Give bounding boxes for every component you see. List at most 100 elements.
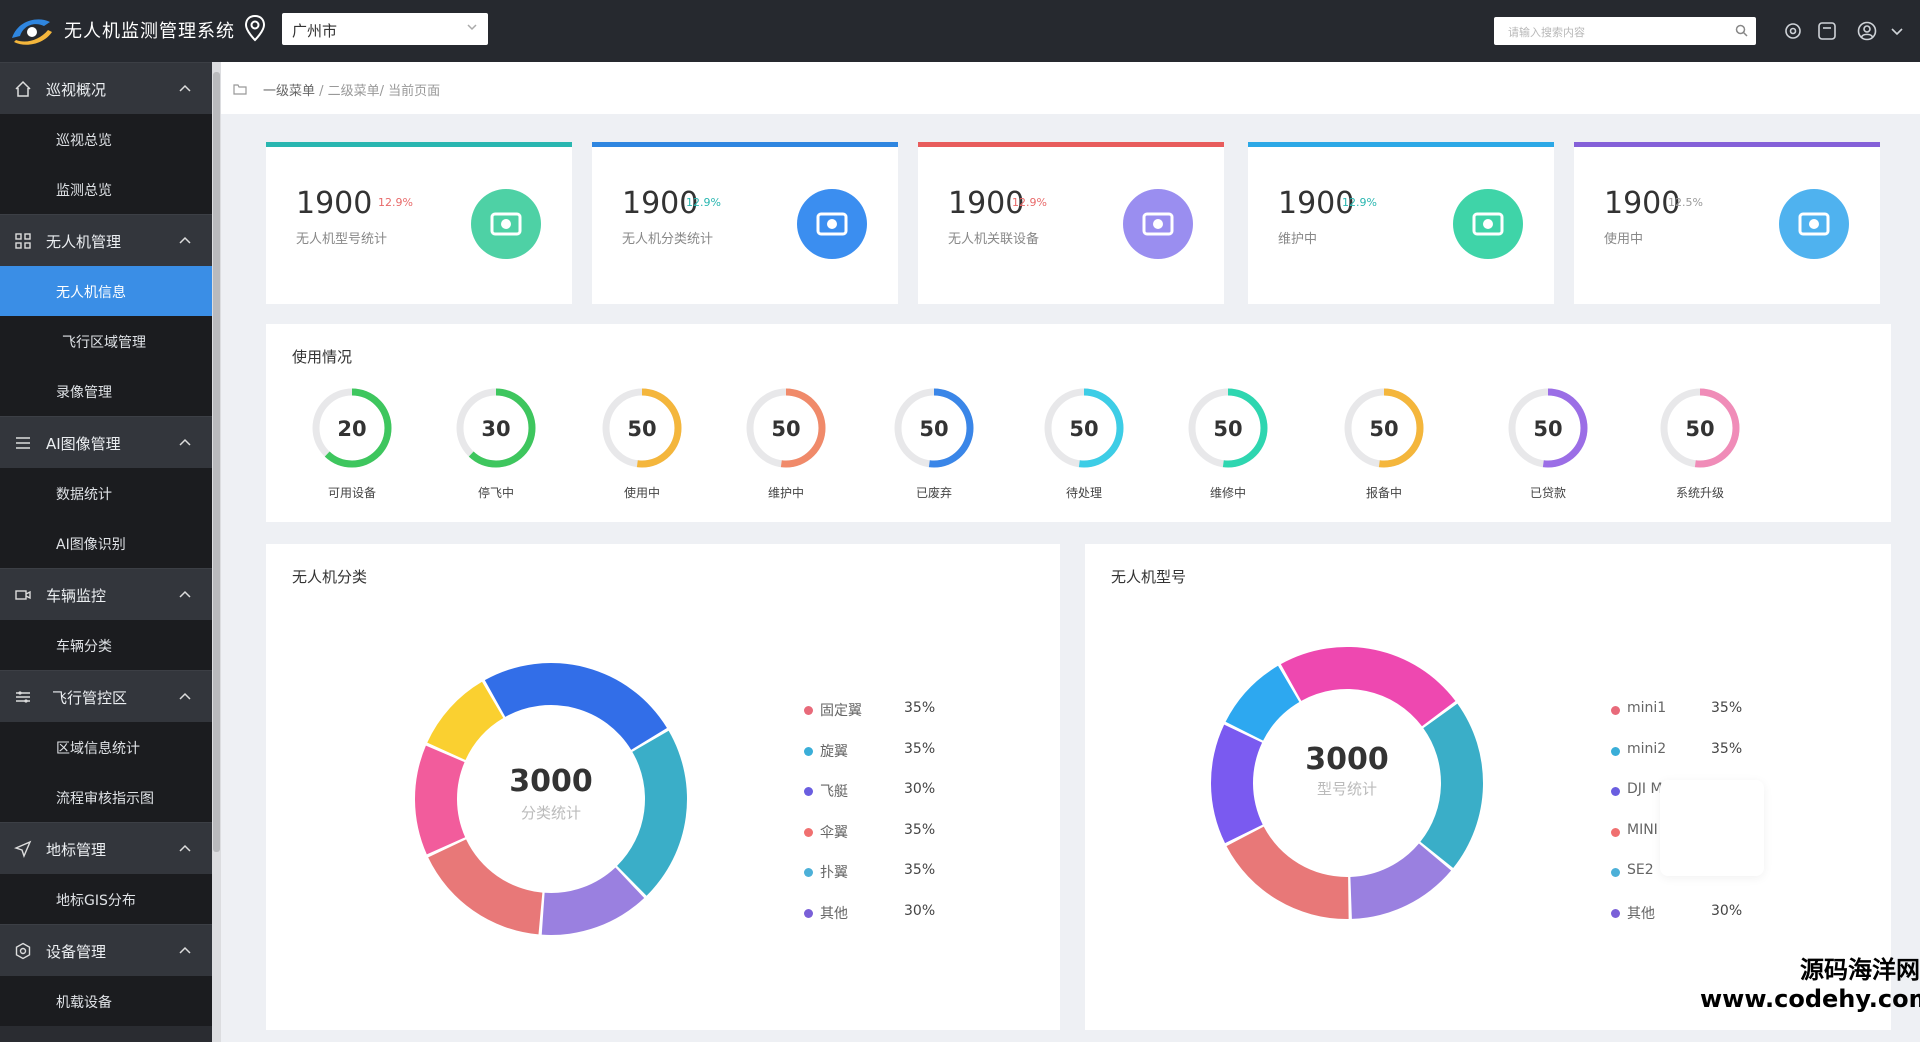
gauge-arc [1044, 388, 1124, 468]
legend-item[interactable]: 其他 30% [804, 903, 944, 923]
sidebar-item[interactable]: 车辆分类 [0, 620, 212, 670]
sidebar-item[interactable]: 机载设备 [0, 976, 212, 1026]
legend-dot [1611, 746, 1620, 756]
gauge-value: 50 [1069, 417, 1098, 441]
chevron-down-icon[interactable] [1890, 24, 1904, 38]
breadcrumb-level1[interactable]: 一级菜单 [263, 84, 316, 99]
donut-slice [415, 745, 466, 855]
sidebar-group-landmark[interactable]: 地标管理 [0, 822, 212, 874]
stat-card[interactable]: 1900 12.9% 无人机型号统计 [266, 142, 572, 304]
sidebar-item[interactable]: 监测总览 [0, 164, 212, 214]
breadcrumb-rest: / 二级菜单/ 当前页面 [315, 84, 441, 99]
chevron-up-icon [179, 946, 191, 954]
sidebar-group-patrol[interactable]: 巡视概况 [0, 62, 212, 114]
list-icon [16, 437, 30, 449]
legend-value: 30% [1711, 902, 1743, 919]
card-percent: 12.9% [686, 196, 721, 209]
sidebar-group-device[interactable]: 设备管理 [0, 924, 212, 976]
sidebar-item[interactable]: 地标GIS分布 [0, 874, 212, 924]
legend-dot [804, 868, 813, 877]
chart-title: 无人机型号 [1111, 568, 1187, 586]
sidebar-item[interactable]: 流程审核指示图 [0, 772, 212, 822]
donut-slice [541, 867, 645, 935]
chevron-up-icon [179, 590, 191, 598]
gauge-arc [1188, 388, 1268, 468]
legend-item[interactable]: 伞翼 35% [804, 822, 944, 842]
stat-card[interactable]: 1900 12.9% 维护中 [1248, 142, 1554, 304]
sidebar-item[interactable]: 区域信息统计 [0, 722, 212, 772]
devices-icon [1123, 189, 1193, 259]
city-select[interactable]: 广州市 [282, 13, 488, 45]
donut-slice [1280, 647, 1456, 727]
gauge-label: 已废弃 [915, 486, 952, 500]
brand[interactable]: 无人机监测管理系统 [8, 10, 235, 50]
settings-icon[interactable] [1782, 20, 1804, 42]
sidebar-group-flight-zone[interactable]: 飞行管控区 [0, 670, 212, 722]
sidebar-item-label: 流程审核指示图 [56, 791, 154, 807]
gauge-label: 维护中 [767, 486, 804, 500]
grid-icon [15, 233, 31, 249]
gauge-label: 报备中 [1365, 486, 1402, 500]
usage-gauge: 50 [894, 388, 974, 468]
sidebar-item-label: AI图像识别 [56, 537, 126, 553]
usage-title: 使用情况 [292, 348, 353, 366]
chevron-up-icon [179, 692, 191, 700]
card-accent-bar [1574, 142, 1880, 147]
user-icon[interactable] [1856, 20, 1878, 42]
city-select-value: 广州市 [292, 22, 338, 40]
legend-name: mini1 [1627, 700, 1667, 716]
sidebar-group-label: 飞行管控区 [52, 689, 128, 707]
legend-item[interactable]: 其他 30% [1611, 903, 1751, 923]
legend-item[interactable]: mini1 35% [1611, 700, 1751, 720]
legend-item[interactable]: mini2 35% [1611, 741, 1751, 761]
sidebar-item-label: 无人机信息 [56, 285, 126, 301]
network-icon [1453, 189, 1523, 259]
legend-item[interactable]: 固定翼 35% [804, 700, 944, 720]
stat-card[interactable]: 1900 12.9% 无人机分类统计 [592, 142, 898, 304]
usage-gauge: 50 [1344, 388, 1424, 468]
sidebar-item[interactable]: 录像管理 [0, 366, 212, 416]
donut-slice [1350, 843, 1452, 919]
usage-gauge: 50 [746, 388, 826, 468]
legend-dot [1611, 706, 1620, 715]
legend-item[interactable]: 旋翼 35% [804, 741, 944, 761]
card-percent: 12.9% [1342, 196, 1377, 209]
legend-value: 35% [904, 862, 936, 878]
sidebar-group-vehicle[interactable]: 车辆监控 [0, 568, 212, 620]
legend-item[interactable]: 扑翼 35% [804, 862, 944, 882]
legend-dot [1611, 908, 1620, 918]
watermark: 源码海洋网 www.codehy.com [1700, 950, 1920, 1013]
donut-slice [1420, 703, 1483, 868]
sliders-icon [16, 691, 30, 703]
usage-panel: 使用情况 20 可用设备 30 停飞中 50 使用中 50 维护中 50 已废弃 50 待处理 50 维修… [266, 324, 1891, 522]
fullscreen-icon[interactable] [1816, 20, 1838, 42]
card-value: 1900 [1278, 186, 1355, 221]
gauge-value: 50 [627, 417, 656, 441]
category-chart-panel: 无人机分类 3000 分类统计 固定翼 35% 旋翼 35% 飞艇 30% 伞翼 35% 扑翼 3… [266, 544, 1060, 1030]
search-icon[interactable] [1735, 24, 1748, 37]
sidebar-item[interactable]: 飞行区域管理 [0, 316, 212, 366]
location-icon[interactable] [244, 14, 266, 42]
usage-gauge: 50 [1660, 388, 1740, 468]
legend-item[interactable]: 飞艇 30% [804, 781, 944, 801]
stat-card[interactable]: 1900 12.9% 无人机关联设备 [918, 142, 1224, 304]
sidebar-group-label: 无人机管理 [46, 233, 122, 251]
search-input[interactable]: 请输入搜索内容 [1494, 17, 1756, 45]
gauge-value: 50 [1213, 417, 1242, 441]
sidebar-group-drone[interactable]: 无人机管理 [0, 214, 212, 266]
sidebar-item-label: 区域信息统计 [56, 741, 140, 757]
sidebar-item[interactable]: 数据统计 [0, 468, 212, 518]
sidebar-group-ai[interactable]: AI图像管理 [0, 416, 212, 468]
donut-slice [428, 839, 543, 935]
sidebar-item-active[interactable]: 无人机信息 [0, 266, 212, 316]
stat-card[interactable]: 1900 12.5% 使用中 [1574, 142, 1880, 304]
sidebar-scrollbar[interactable] [212, 62, 221, 1042]
legend-dot [804, 746, 813, 756]
sidebar-item[interactable]: 巡视总览 [0, 114, 212, 164]
donut-slice [484, 663, 667, 750]
scrollbar-thumb[interactable] [213, 72, 220, 852]
sidebar-item[interactable]: AI图像识别 [0, 518, 212, 568]
gauge-label: 可用设备 [327, 486, 376, 500]
model-donut-chart [1211, 647, 1483, 919]
donut-center-value: 3000 [509, 764, 593, 799]
